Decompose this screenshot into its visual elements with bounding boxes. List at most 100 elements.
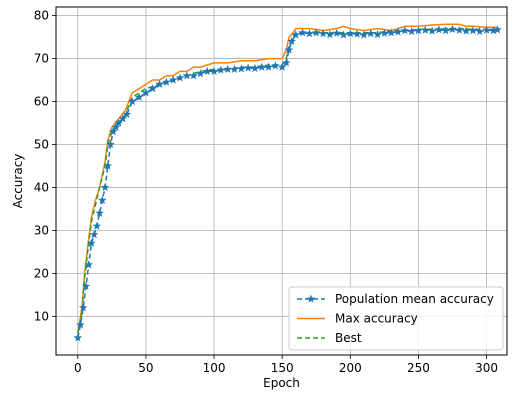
data-point-star (332, 28, 341, 37)
data-point-star (73, 333, 83, 342)
data-point-star (122, 109, 132, 118)
data-point-star (271, 61, 280, 70)
data-point-star (359, 30, 369, 39)
legend-entry: Best (335, 331, 362, 345)
data-point-star (489, 26, 498, 35)
data-point-star (79, 303, 88, 312)
data-point-star (237, 64, 246, 73)
data-point-star (366, 29, 375, 38)
x-tick-label: 300 (475, 361, 498, 375)
legend-box (288, 286, 504, 351)
data-point-star (298, 28, 307, 37)
data-point-star (196, 69, 205, 78)
data-point-star (175, 73, 185, 82)
series-line (77, 28, 498, 338)
data-point-star (203, 66, 212, 76)
data-point-star (230, 64, 239, 73)
data-point-star (168, 75, 178, 84)
data-point-star (95, 208, 104, 217)
data-point-star (98, 195, 107, 204)
data-point-star (282, 58, 291, 67)
plot-frame (55, 6, 508, 356)
data-point-star (111, 122, 121, 131)
y-tick-label: 60 (34, 95, 49, 109)
data-point-star (291, 30, 301, 39)
data-point-star (92, 221, 102, 230)
data-point-star (393, 27, 403, 36)
x-tick-label: 200 (339, 361, 362, 375)
data-point-star (407, 27, 416, 36)
data-point-star (223, 64, 232, 73)
data-point-star (108, 127, 118, 136)
data-point-star (339, 30, 348, 39)
data-point-star (284, 45, 294, 54)
x-tick-label: 250 (407, 361, 430, 375)
data-point-star (373, 30, 382, 39)
x-tick-label: 150 (271, 361, 294, 375)
series-0 (73, 24, 502, 342)
data-point-star (182, 71, 192, 80)
data-point-star (100, 182, 110, 192)
data-point-star (257, 62, 266, 71)
data-point-star (305, 29, 314, 38)
data-point-star (386, 28, 396, 37)
data-point-star (134, 92, 144, 101)
series-lines (73, 23, 502, 342)
data-point-star (84, 260, 93, 269)
data-point-star (482, 25, 491, 34)
data-point-star (461, 26, 471, 35)
data-point-star (421, 25, 430, 34)
data-point-star (216, 65, 226, 74)
data-point-star (475, 27, 484, 36)
legend-marker-star (306, 294, 316, 303)
data-point-star (81, 281, 91, 290)
data-point-star (155, 79, 164, 88)
data-point-star (106, 140, 115, 149)
y-tick-label: 80 (34, 9, 49, 23)
data-point-star (264, 62, 273, 71)
data-point-star (148, 84, 157, 93)
data-point-star (162, 77, 171, 86)
data-point-star (287, 36, 296, 45)
y-tick-label: 40 (34, 180, 49, 194)
y-tick-label: 30 (34, 223, 49, 237)
series-line (77, 23, 498, 334)
y-tick-label: 70 (34, 52, 49, 66)
data-point-star (346, 29, 355, 38)
data-point-star (87, 238, 96, 247)
data-point-star (141, 88, 151, 97)
data-point-star (380, 28, 389, 37)
data-point-star (352, 29, 362, 38)
data-point-star (455, 25, 464, 34)
x-tick-label: 100 (203, 361, 226, 375)
x-tick-label: 0 (74, 361, 82, 375)
x-axis-label: Epoch (263, 376, 300, 390)
data-point-star (312, 28, 321, 37)
data-point-star (209, 66, 219, 76)
y-tick-label: 50 (34, 137, 49, 151)
data-point-star (414, 26, 423, 35)
data-point-star (76, 320, 85, 329)
y-tick-label: 20 (34, 266, 49, 280)
series-1 (77, 23, 498, 334)
axis-ticks: 0 50 100 150 200 250 300 10 20 30 40 50 60 70 80 (34, 9, 498, 375)
data-point-star (243, 63, 253, 72)
data-point-star (434, 25, 444, 34)
data-point-star (441, 26, 450, 35)
data-point-star (468, 26, 478, 35)
x-tick-label: 50 (138, 361, 153, 375)
data-point-star (493, 25, 502, 34)
legend-entry: Max accuracy (335, 312, 418, 326)
data-point-star (427, 26, 437, 35)
legend: Population mean accuracy Max accuracy Best (288, 286, 504, 351)
data-point-star (89, 230, 99, 239)
data-point-star (277, 62, 287, 71)
data-point-star (318, 29, 328, 38)
data-point-star (118, 114, 127, 123)
data-point-star (128, 97, 137, 106)
data-point-star (103, 161, 113, 170)
legend-entry: Population mean accuracy (335, 292, 494, 306)
data-point-star (448, 24, 457, 33)
data-point-star (325, 30, 335, 39)
